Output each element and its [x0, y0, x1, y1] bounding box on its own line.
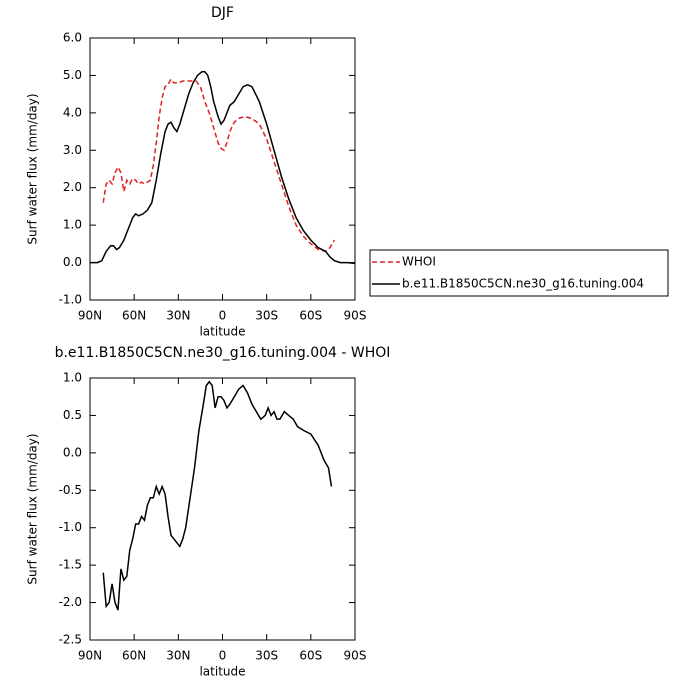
y-tick-label: -1.0: [59, 520, 82, 534]
y-tick-label: 3.0: [63, 143, 82, 157]
data-line: [102, 77, 336, 253]
x-tick-label: 90S: [344, 309, 367, 323]
y-tick-label: 5.0: [63, 68, 82, 82]
x-tick-label: 30N: [166, 649, 190, 663]
y-tick-label: -1.0: [59, 293, 82, 307]
legend: WHOI b.e11.B1850C5CN.ne30_g16.tuning.004: [369, 249, 669, 297]
x-tick-label: 90S: [344, 649, 367, 663]
x-tick-label: 30N: [166, 309, 190, 323]
plot-frame: [89, 377, 356, 641]
x-tick-label: 60N: [122, 309, 146, 323]
y-tick-label: -2.5: [59, 633, 82, 647]
x-tick-label: 30S: [255, 309, 278, 323]
y-tick-label: 1.0: [63, 371, 82, 385]
x-tick-label: 30S: [255, 649, 278, 663]
x-tick-label: 60S: [299, 649, 322, 663]
data-line: [90, 70, 356, 265]
y-tick-label: 6.0: [63, 31, 82, 45]
plot-frame: [89, 37, 356, 301]
y-tick-label: 4.0: [63, 105, 82, 119]
x-tick-label: 60N: [122, 649, 146, 663]
y-tick-label: 0.0: [63, 445, 82, 459]
data-line: [102, 380, 333, 611]
panel: DJF -1.0 0.0 1.0 2.0 3.0 4.0 5.0 6.0 90N 60N 30N 0 30…: [26, 5, 669, 339]
x-tick-label: 90N: [78, 309, 102, 323]
legend-box: [369, 249, 669, 297]
y-tick-label: -0.5: [59, 483, 82, 497]
x-axis-label: latitude: [199, 665, 245, 679]
y-tick-label: -2.0: [59, 595, 82, 609]
x-tick-label: 0: [219, 649, 227, 663]
x-tick-label: 60S: [299, 309, 322, 323]
y-tick-label: -1.5: [59, 558, 82, 572]
chart-title: DJF: [211, 5, 234, 21]
legend-label: WHOI: [402, 255, 436, 269]
y-tick-label: 2.0: [63, 180, 82, 194]
y-axis-label: Surf water flux (mm/day): [26, 93, 40, 244]
panel: b.e11.B1850C5CN.ne30_g16.tuning.004 - WH…: [26, 345, 391, 679]
chart-title: b.e11.B1850C5CN.ne30_g16.tuning.004 - WH…: [55, 345, 391, 361]
legend-label: b.e11.B1850C5CN.ne30_g16.tuning.004: [402, 277, 644, 291]
x-tick-label: 90N: [78, 649, 102, 663]
y-tick-label: 0.0: [63, 255, 82, 269]
y-tick-label: 1.0: [63, 218, 82, 232]
y-axis-label: Surf water flux (mm/day): [26, 433, 40, 584]
y-tick-label: 0.5: [63, 408, 82, 422]
x-axis-label: latitude: [199, 325, 245, 339]
x-tick-label: 0: [219, 309, 227, 323]
